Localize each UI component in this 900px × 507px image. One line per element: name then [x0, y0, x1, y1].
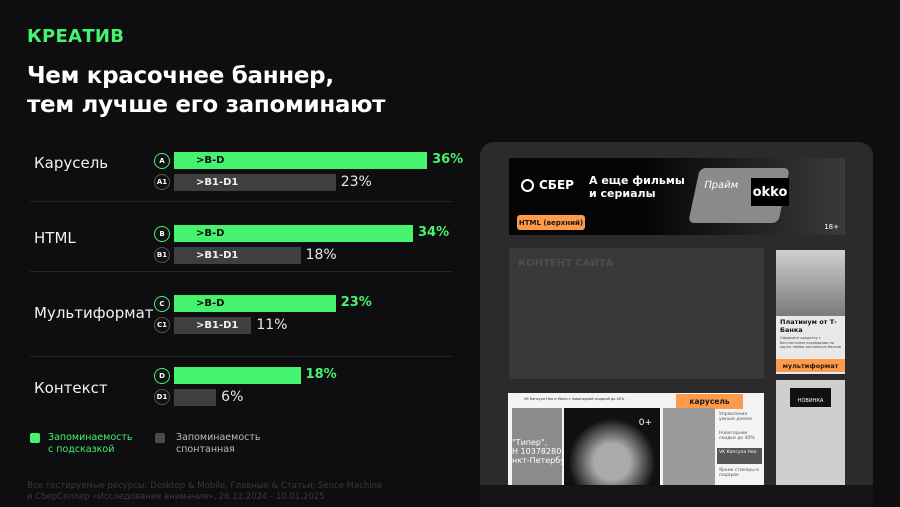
top-html-banner: СБЕР А еще фильмы и сериалы Прайм okko 18… — [509, 158, 845, 235]
footnote: Все тестируемые ресурсы: Desktop & Mobil… — [27, 481, 382, 503]
title-line: тем лучше его запоминают — [27, 92, 386, 118]
carousel-menu-item[interactable]: VK Капсула Нео — [717, 448, 762, 464]
carousel-menu-item[interactable]: Яркие стикеры в подарок — [719, 468, 759, 478]
data-label: 6% — [221, 388, 244, 405]
bar: >B-D — [174, 295, 336, 312]
legend-swatch — [155, 433, 165, 443]
okko-logo: okko — [751, 178, 789, 206]
banner-text-line: А еще фильмы — [589, 174, 685, 187]
category-label: Мультиформат — [34, 304, 154, 322]
legend-label: Запоминаемость с подсказкой — [48, 432, 133, 456]
carousel-slide[interactable] — [663, 408, 715, 485]
bar — [174, 388, 217, 406]
bar: >B1-D1 — [174, 173, 336, 191]
legend-item-prompted: Запоминаемость с подсказкой — [30, 432, 133, 456]
page-title: Чем красочнее баннер, тем лучше его запом… — [27, 62, 386, 120]
bar-badge: B — [154, 225, 170, 242]
bar: >B-D — [174, 225, 414, 242]
bar-badge: D1 — [154, 389, 170, 405]
category-label: Карусель — [34, 154, 109, 172]
slide-text: Н 1037828023 — [512, 447, 562, 456]
bar — [174, 367, 301, 384]
legend-text: Запоминаемость — [48, 432, 133, 443]
carousel-header: VK Капсула Нео и Мини с новогодней скидк… — [524, 397, 625, 401]
sber-check-icon — [521, 178, 534, 192]
site-content-placeholder: КОНТЕНТ САЙТА — [509, 248, 764, 379]
slide-text: "Типер", — [512, 438, 548, 447]
legend-label: Запоминаемость спонтанная — [176, 432, 261, 456]
legend-text: Запоминаемость — [176, 432, 261, 443]
banner-text-line: и сериалы — [589, 187, 656, 200]
data-label: 18% — [305, 246, 337, 263]
content-label: КОНТЕНТ САЙТА — [518, 258, 614, 269]
footnote-line: и СберСеллер «Исследование внимания», 26… — [27, 492, 325, 502]
data-label: 11% — [256, 316, 288, 333]
carousel-ad: VK Капсула Нео и Мини с новогодней скидк… — [508, 393, 764, 485]
side-ad-2: НОВИНКА — [776, 380, 845, 485]
data-label: 18% — [305, 367, 337, 382]
divider — [30, 356, 452, 357]
data-label: 34% — [418, 225, 450, 240]
category-label: HTML — [34, 229, 76, 247]
ad-badge: НОВИНКА — [790, 388, 831, 407]
carousel-menu: Управление умным домом Новогодние скидки … — [717, 410, 762, 485]
data-label: 23% — [340, 173, 372, 190]
ad-title: Платинум от Т-Банка — [780, 318, 837, 334]
bar-badge: C1 — [154, 317, 170, 333]
bar-badge: A1 — [154, 174, 170, 190]
carousel-slide[interactable]: "Типер",Н 1037828023нкт-Петербур — [512, 408, 562, 485]
legend-text: спонтанная — [176, 444, 235, 455]
bar-badge: A — [154, 152, 170, 169]
format-tag: HTML (верхний) — [517, 215, 585, 230]
banner-text: А еще фильмы и сериалы — [589, 174, 685, 200]
bar: >B1-D1 — [174, 316, 252, 334]
carousel-menu-item[interactable]: Новогодние скидки до 40% — [719, 431, 755, 441]
legend-item-spontaneous: Запоминаемость спонтанная — [155, 432, 261, 456]
section-kicker: КРЕАТИВ — [27, 26, 125, 47]
ad-photo — [776, 250, 845, 316]
side-multiformat-ad: Платинум от Т-Банка Оформите кредитку с … — [776, 250, 845, 374]
title-line: Чем красочнее баннер, — [27, 63, 334, 89]
bar: >B1-D1 — [174, 246, 301, 264]
device-base — [480, 485, 873, 507]
ad-description: Оформите кредитку с бесплатными перевода… — [780, 336, 841, 349]
format-tag: мультиформат — [776, 359, 845, 372]
age-rating: 0+ — [638, 418, 652, 428]
category-label: Контекст — [34, 379, 108, 397]
legend-text: с подсказкой — [48, 444, 115, 455]
bar-badge: D — [154, 367, 170, 384]
data-label: 36% — [432, 152, 464, 167]
age-rating: 18+ — [824, 223, 839, 231]
bar-badge: C — [154, 295, 170, 312]
divider — [30, 201, 452, 202]
carousel-menu-item[interactable]: Управление умным домом — [719, 412, 752, 422]
footnote-line: Все тестируемые ресурсы: Desktop & Mobil… — [27, 481, 383, 491]
legend-swatch — [30, 433, 40, 443]
bar-badge: B1 — [154, 247, 170, 263]
carousel-slide[interactable]: 0+ — [564, 408, 660, 485]
format-tag: карусель — [676, 394, 743, 409]
brand-name: СБЕР — [539, 178, 574, 192]
bar: >B-D — [174, 152, 428, 169]
data-label: 23% — [340, 295, 372, 310]
sber-logo: СБЕР — [521, 178, 574, 192]
divider — [30, 271, 452, 272]
slide-text: нкт-Петербур — [512, 456, 562, 465]
